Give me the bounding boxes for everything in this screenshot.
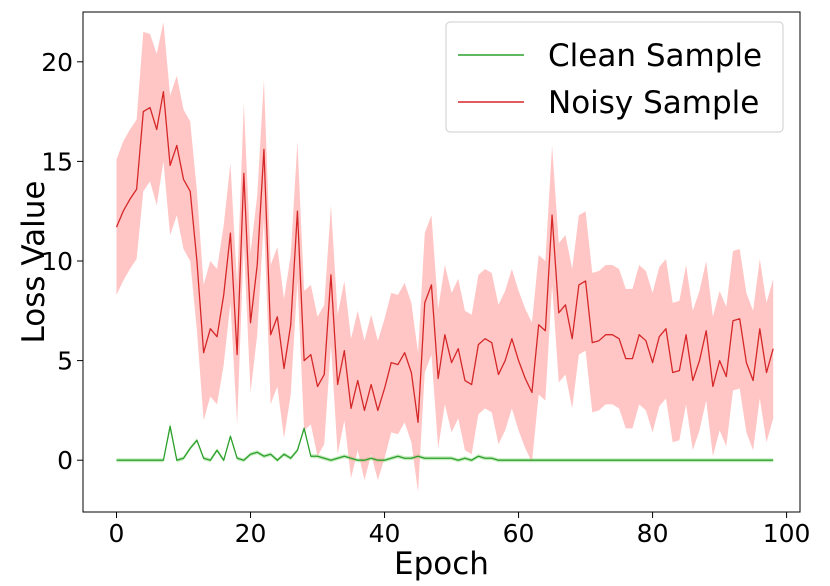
noisy-sample-band	[116, 21, 774, 493]
y-axis-ticks: 0 5 10 15 20	[41, 48, 83, 475]
legend-box	[445, 21, 784, 133]
noisy-sample-line	[115, 91, 774, 424]
x-tick-label: 60	[503, 519, 535, 548]
x-tick-label: 100	[763, 519, 811, 548]
x-tick-label: 80	[637, 519, 669, 548]
legend: Clean Sample Noisy Sample	[445, 21, 784, 133]
legend-label-noisy-sample: Noisy Sample	[548, 85, 759, 121]
x-tick-label: 20	[235, 519, 267, 548]
x-tick-label: 40	[369, 519, 401, 548]
plot-frame	[82, 11, 801, 513]
y-tick-label: 0	[57, 446, 73, 475]
x-tick-label: 0	[109, 519, 125, 548]
y-tick-label: 15	[41, 147, 73, 176]
legend-label-clean-sample: Clean Sample	[548, 38, 762, 74]
y-tick-label: 20	[41, 48, 73, 77]
y-tick-label: 10	[41, 247, 73, 276]
x-axis-ticks: 0 20 40 60 80 100	[109, 512, 811, 548]
x-axis-label: Epoch	[394, 546, 489, 582]
y-axis-label: Loss Value	[16, 181, 52, 344]
clean-sample-line	[116, 425, 774, 461]
y-tick-label: 5	[57, 347, 73, 376]
series-lines	[115, 91, 774, 461]
